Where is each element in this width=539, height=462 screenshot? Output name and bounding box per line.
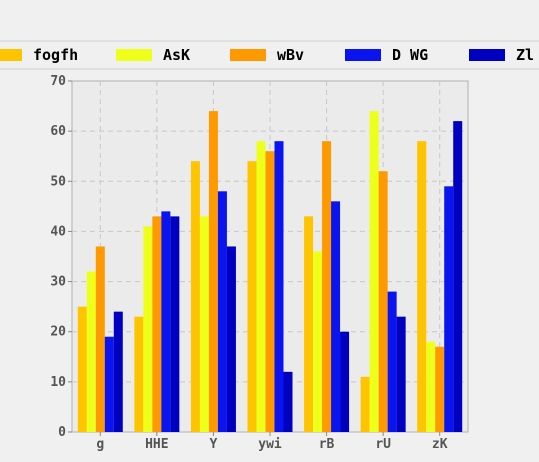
bar-Y-D-WG <box>218 191 227 432</box>
bar-rU-AsK <box>370 111 379 432</box>
legend-label: fogfh <box>33 46 78 64</box>
legend: fogfh AsK wBv D WG Zl <box>0 41 539 69</box>
bar-zK-Zl <box>453 121 462 432</box>
legend-swatch <box>230 49 266 61</box>
bar-ywi-fogfh <box>248 161 257 432</box>
x-tick-label: Y <box>210 437 218 452</box>
bar-HHE-D-WG <box>161 211 170 432</box>
y-tick-label: 0 <box>58 425 66 440</box>
bar-zK-fogfh <box>417 141 426 432</box>
bar-HHE-AsK <box>143 226 152 432</box>
bar-HHE-fogfh <box>134 317 143 432</box>
bar-Y-wBv <box>209 111 218 432</box>
bar-Y-AsK <box>200 216 209 432</box>
legend-frame <box>0 41 539 69</box>
bar-g-wBv <box>96 246 105 432</box>
legend-label: Zl <box>516 46 534 64</box>
bar-rU-fogfh <box>361 377 370 432</box>
y-tick-label: 70 <box>50 74 66 89</box>
bar-Y-fogfh <box>191 161 200 432</box>
y-tick-label: 20 <box>50 325 66 340</box>
bar-g-D-WG <box>105 337 114 432</box>
legend-label: AsK <box>163 46 190 64</box>
bar-zK-wBv <box>435 347 444 432</box>
bar-zK-D-WG <box>444 186 453 432</box>
bar-ywi-wBv <box>266 151 275 432</box>
bar-HHE-wBv <box>152 216 161 432</box>
bar-ywi-Zl <box>284 372 293 432</box>
bar-zK-AsK <box>426 342 435 432</box>
bar-rB-AsK <box>313 251 322 432</box>
legend-swatch <box>469 49 505 61</box>
bar-g-Zl <box>114 312 123 432</box>
x-tick-label: rU <box>375 437 391 452</box>
x-tick-label: HHE <box>145 437 168 452</box>
x-tick-label: ywi <box>258 437 282 452</box>
y-tick-label: 50 <box>50 174 66 189</box>
bar-rB-wBv <box>322 141 331 432</box>
y-tick-label: 30 <box>50 275 66 290</box>
legend-label: D WG <box>392 46 428 64</box>
legend-label: wBv <box>277 46 304 64</box>
bar-ywi-D-WG <box>275 141 284 432</box>
y-tick-label: 10 <box>50 375 66 390</box>
y-tick-label: 60 <box>50 124 66 139</box>
bar-rB-fogfh <box>304 216 313 432</box>
legend-swatch <box>116 49 152 61</box>
x-tick-label: rB <box>319 437 335 452</box>
bar-Y-Zl <box>227 246 236 432</box>
bar-rB-Zl <box>340 332 349 432</box>
x-tick-label: zK <box>432 437 448 452</box>
bar-rU-wBv <box>379 171 388 432</box>
bar-rU-D-WG <box>388 292 397 432</box>
y-tick-label: 40 <box>50 224 66 239</box>
bar-g-fogfh <box>78 307 87 432</box>
bar-rU-Zl <box>397 317 406 432</box>
bar-rB-D-WG <box>331 201 340 432</box>
y-axis: 0 10 20 30 40 50 60 70 <box>50 74 72 440</box>
legend-swatch <box>345 49 381 61</box>
x-tick-label: g <box>96 437 104 452</box>
bar-ywi-AsK <box>257 141 266 432</box>
bar-g-AsK <box>87 272 96 432</box>
bar-HHE-Zl <box>170 216 179 432</box>
legend-swatch <box>0 49 22 61</box>
